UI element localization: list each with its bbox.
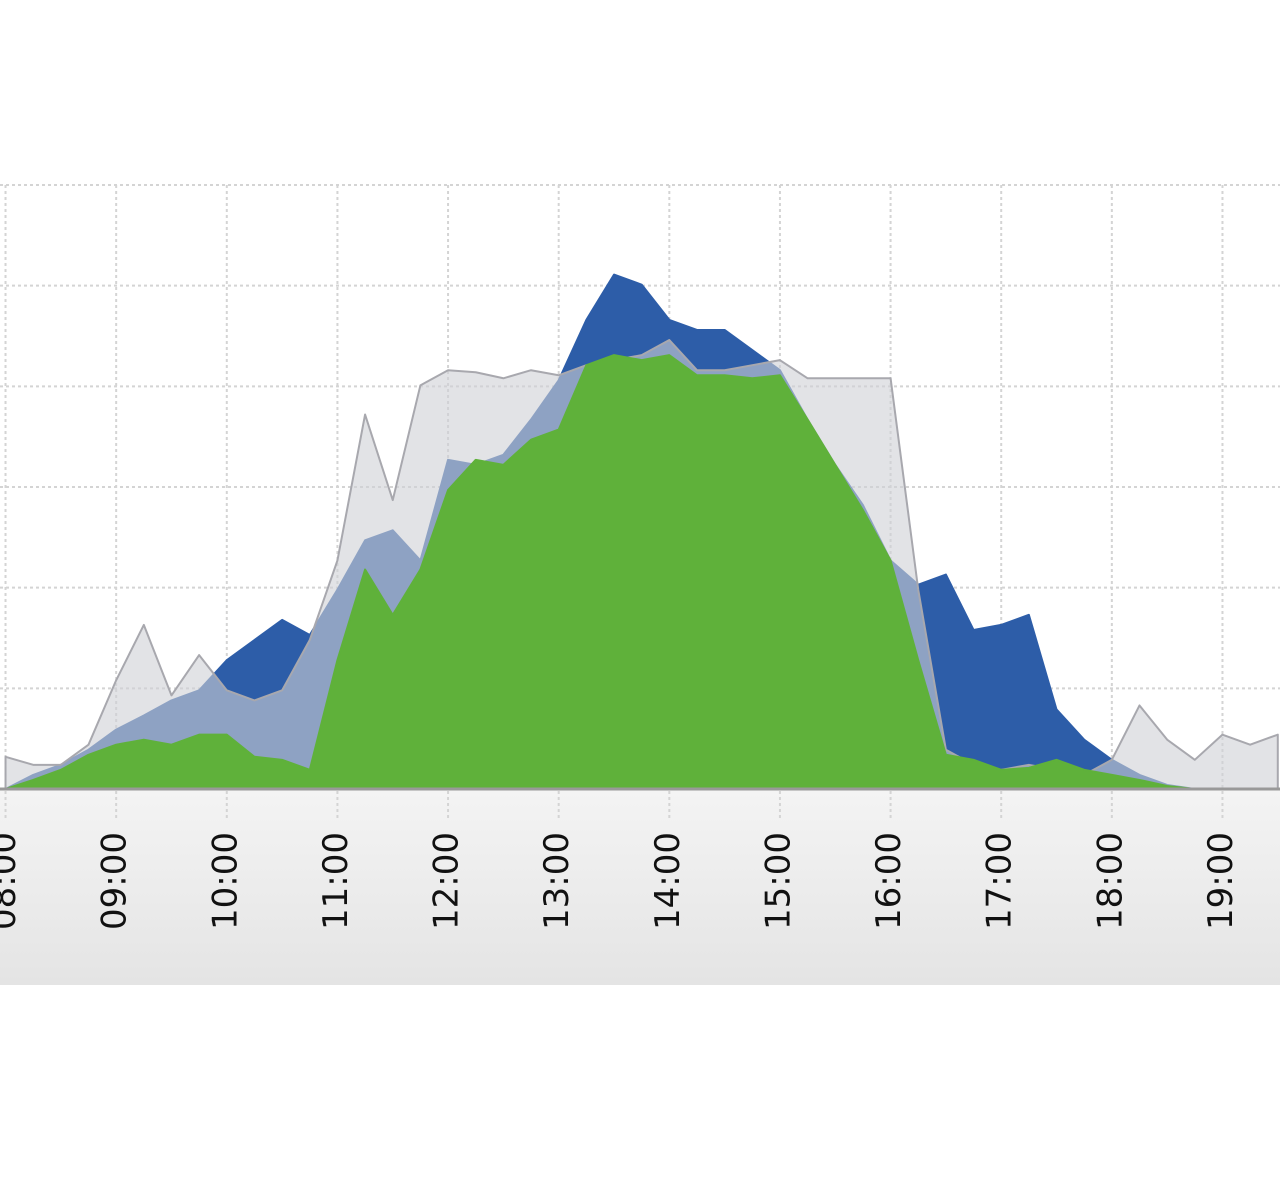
- x-tick-label: 17:00: [980, 832, 1020, 930]
- x-tick-label: 15:00: [758, 832, 798, 930]
- x-tick-label: 16:00: [869, 832, 909, 930]
- x-axis-band: [0, 789, 1280, 985]
- x-tick-label: 09:00: [95, 832, 135, 930]
- x-tick-label: 19:00: [1201, 832, 1241, 930]
- x-tick-label: 11:00: [316, 832, 356, 930]
- x-tick-label: 13:00: [537, 832, 577, 930]
- area: [4, 354, 1196, 790]
- x-tick-label: 14:00: [648, 832, 688, 930]
- x-tick-label: 18:00: [1090, 832, 1130, 930]
- x-tick-label: 12:00: [427, 832, 467, 930]
- x-tick-label: 10:00: [205, 832, 245, 930]
- x-tick-label: 08:00: [0, 832, 24, 930]
